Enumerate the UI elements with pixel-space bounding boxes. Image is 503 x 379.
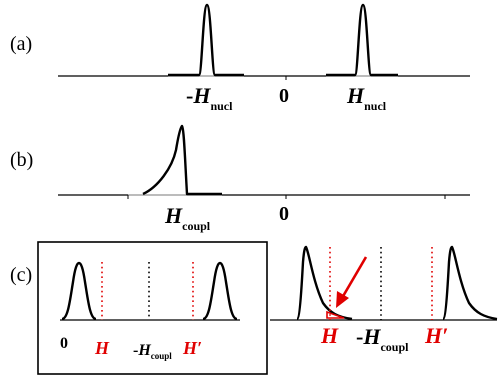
panel-b-sub: coupl bbox=[182, 219, 211, 233]
panel-a-right-label: Hnucl bbox=[346, 83, 387, 113]
panel-a-label: (a) bbox=[10, 33, 32, 55]
panel-c: (c) 0 H -Hcoupl H′ H -Hco bbox=[10, 241, 498, 375]
panel-a-right-h: H bbox=[346, 83, 365, 108]
panel-c-arrow-shaft bbox=[340, 256, 368, 299]
panel-c-arrow-head bbox=[336, 291, 349, 308]
panel-c-coupl-label: -Hcoupl bbox=[356, 324, 409, 354]
panel-c-hprime-label: H′ bbox=[424, 323, 448, 348]
panel-c-main: H -Hcoupl H′ bbox=[270, 245, 498, 354]
inset-frame bbox=[37, 241, 268, 375]
panel-a-left-label: -Hnucl bbox=[186, 83, 233, 113]
inset-coupl-minus: - bbox=[133, 342, 138, 359]
panel-a-right-sub: nucl bbox=[364, 99, 387, 113]
panel-a-left-h: H bbox=[192, 83, 211, 108]
panel-b-peak bbox=[142, 124, 222, 196]
panel-a-left-sub: nucl bbox=[210, 99, 233, 113]
panel-c-label: (c) bbox=[10, 264, 32, 286]
panel-a-left-minus: - bbox=[186, 83, 193, 108]
panel-a-peak-right bbox=[326, 3, 398, 77]
panel-c-peak-right bbox=[441, 245, 498, 321]
panel-b-peak-label: Hcoupl bbox=[164, 203, 211, 233]
panel-c-peak-left bbox=[295, 245, 353, 321]
panel-b-zero: 0 bbox=[279, 203, 289, 225]
inset-zero: 0 bbox=[60, 335, 68, 352]
inset-peak-left bbox=[61, 261, 97, 321]
panel-a-peak-left bbox=[168, 3, 244, 77]
panel-c-h-label: H bbox=[320, 323, 339, 348]
panel-c-coupl-minus: - bbox=[356, 324, 363, 349]
inset-h-label: H bbox=[94, 338, 110, 358]
inset-coupl-h: H bbox=[137, 342, 151, 359]
panel-b: (b) Hcoupl 0 bbox=[10, 124, 470, 233]
panel-b-label: (b) bbox=[10, 149, 33, 171]
panel-c-coupl-h: H bbox=[362, 324, 381, 349]
inset-hprime-label: H′ bbox=[182, 338, 202, 358]
panel-c-coupl-sub: coupl bbox=[380, 340, 409, 354]
panel-c-inset: 0 H -Hcoupl H′ bbox=[37, 241, 268, 375]
inset-coupl-sub: coupl bbox=[151, 351, 173, 361]
panel-a: (a) -Hnucl 0 Hnucl bbox=[10, 3, 470, 113]
inset-coupl-label: -Hcoupl bbox=[133, 342, 172, 361]
panel-b-h: H bbox=[164, 203, 183, 228]
panel-c-highlight-region bbox=[326, 310, 345, 319]
panel-a-zero: 0 bbox=[279, 85, 289, 107]
inset-peak-right bbox=[202, 261, 238, 321]
